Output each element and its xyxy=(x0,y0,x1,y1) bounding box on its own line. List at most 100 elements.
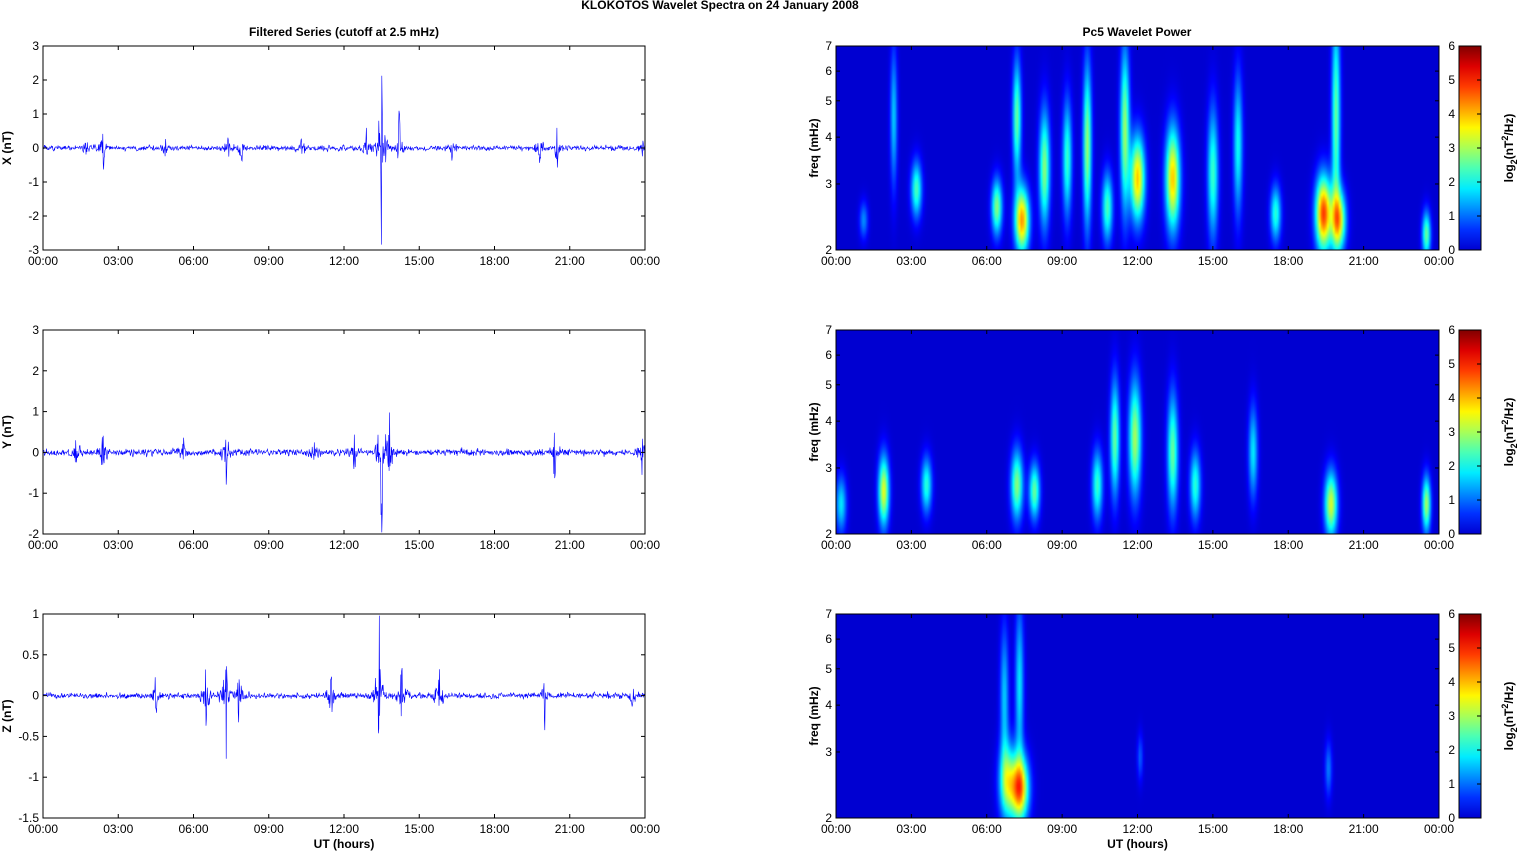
ts2-xtick-label: 06:00 xyxy=(178,538,208,552)
ytick-label: 5 xyxy=(825,378,832,392)
ts2-xtick-label: 18:00 xyxy=(479,538,509,552)
ts2-xtick-label: 15:00 xyxy=(404,538,434,552)
ts1-xtick-label: 09:00 xyxy=(254,254,284,268)
wv1-xtick-label: 12:00 xyxy=(1122,254,1152,268)
wv2-xtick-label: 12:00 xyxy=(1122,538,1152,552)
ytick-label: -2 xyxy=(28,527,39,541)
wv1-xtick-label: 18:00 xyxy=(1273,254,1303,268)
ts1-xtick-label: 18:00 xyxy=(479,254,509,268)
ts3-xtick-label: 12:00 xyxy=(329,822,359,836)
ts3-xtick-label: 03:00 xyxy=(103,822,133,836)
ytick-label: -3 xyxy=(28,243,39,257)
ytick-label: 3 xyxy=(32,39,39,53)
timeseries-panel-1: 3 2 1 0 -1 -2 -3 X (nT) 00:00 03:00 06:00 09:00 12:0… xyxy=(0,39,660,268)
wv2-xtick-label: 03:00 xyxy=(896,538,926,552)
ts3-xtick-label: 00:00 xyxy=(630,822,660,836)
wv2-xtick-label: 09:00 xyxy=(1047,538,1077,552)
colorbar-tick-label: 2 xyxy=(1448,743,1455,757)
ts2-xtick-label: 12:00 xyxy=(329,538,359,552)
ts3-xtick-label: 09:00 xyxy=(254,822,284,836)
wv2-xtick-label: 00:00 xyxy=(1424,538,1454,552)
colorbar-tick-label: 4 xyxy=(1448,675,1455,689)
ytick-label: 1 xyxy=(32,405,39,419)
xlabel-right: UT (hours) xyxy=(1107,837,1168,851)
wavelet-power-image-1 xyxy=(836,46,1439,250)
colorbar-tick-label: 0 xyxy=(1448,243,1455,257)
ytick-label: 2 xyxy=(825,527,832,541)
wv1-xtick-label: 09:00 xyxy=(1047,254,1077,268)
series-trace-1 xyxy=(42,75,646,245)
ytick-label: -1 xyxy=(28,486,39,500)
ts3-xtick-label: 18:00 xyxy=(479,822,509,836)
plot-frame xyxy=(42,329,646,535)
right-column-title: Pc5 Wavelet Power xyxy=(1083,25,1192,39)
ytick-label: 0.5 xyxy=(22,648,39,662)
ytick-label: 3 xyxy=(825,745,832,759)
ts1-xtick-label: 15:00 xyxy=(404,254,434,268)
ytick-label: 2 xyxy=(32,364,39,378)
wv1-xtick-label: 06:00 xyxy=(972,254,1002,268)
timeseries-panel-3: 1 0.5 0 -0.5 -1 -1.5 Z (nT) 00:00 03:00 06:00 09:0… xyxy=(0,607,660,851)
wv1-xtick-label: 21:00 xyxy=(1349,254,1379,268)
wv3-xtick-label: 03:00 xyxy=(896,822,926,836)
wv3-xtick-label: 21:00 xyxy=(1349,822,1379,836)
colorbar-tick-label: 3 xyxy=(1448,141,1455,155)
colorbar-tick-label: 6 xyxy=(1448,607,1455,621)
colorbar-tick-label: 5 xyxy=(1448,357,1455,371)
wavelet-panel-1: 7 6 5 4 3 2 freq (mHz) 00:00 03:00 06:00 09:00 12:0… xyxy=(807,39,1519,268)
ts1-xtick-label: 03:00 xyxy=(103,254,133,268)
wavelet-ylabel-2: freq (mHz) xyxy=(807,402,821,461)
ylabel-1: X (nT) xyxy=(0,131,14,165)
left-column-title: Filtered Series (cutoff at 2.5 mHz) xyxy=(249,25,439,39)
ytick-label: 0 xyxy=(32,689,39,703)
colorbar-tick-label: 2 xyxy=(1448,175,1455,189)
wv2-xtick-label: 00:00 xyxy=(821,538,851,552)
ts3-xtick-label: 06:00 xyxy=(178,822,208,836)
wv1-xtick-label: 15:00 xyxy=(1198,254,1228,268)
ytick-label: -0.5 xyxy=(18,729,39,743)
ytick-label: -1 xyxy=(28,770,39,784)
ytick-label: 6 xyxy=(825,632,832,646)
ytick-label: 5 xyxy=(825,94,832,108)
colorbar-label-2: log2(nT2/Hz) xyxy=(1500,398,1519,467)
wv2-xtick-label: 06:00 xyxy=(972,538,1002,552)
colorbar-tick-label: 5 xyxy=(1448,73,1455,87)
ts1-xtick-label: 00:00 xyxy=(28,254,58,268)
wv2-xtick-label: 21:00 xyxy=(1349,538,1379,552)
ylabel-3: Z (nT) xyxy=(0,699,14,732)
ytick-label: 1 xyxy=(32,107,39,121)
ytick-label: 2 xyxy=(825,243,832,257)
ytick-label: 1 xyxy=(32,607,39,621)
ytick-label: 7 xyxy=(825,607,832,621)
wv3-xtick-label: 00:00 xyxy=(1424,822,1454,836)
ts2-xtick-label: 03:00 xyxy=(103,538,133,552)
wavelet-power-image-3 xyxy=(836,614,1439,818)
colorbar-tick-label: 5 xyxy=(1448,641,1455,655)
colorbar-tick-label: 4 xyxy=(1448,107,1455,121)
ytick-label: 3 xyxy=(825,461,832,475)
colorbar-tick-label: 1 xyxy=(1448,777,1455,791)
series-trace-2 xyxy=(42,412,646,533)
wv3-xtick-label: 12:00 xyxy=(1122,822,1152,836)
wv3-xtick-label: 06:00 xyxy=(972,822,1002,836)
wavelet-ylabel-3: freq (mHz) xyxy=(807,686,821,745)
plot-frame xyxy=(42,613,646,819)
colorbar-label-3: log2(nT2/Hz) xyxy=(1500,682,1519,751)
ts2-xtick-label: 09:00 xyxy=(254,538,284,552)
ytick-label: 7 xyxy=(825,323,832,337)
wavelet-panel-3: 7 6 5 4 3 2 freq (mHz) 00:00 03:00 06:00 09:00 12:0… xyxy=(807,607,1519,851)
colorbar-tick-label: 0 xyxy=(1448,527,1455,541)
ytick-label: 2 xyxy=(32,73,39,87)
colorbar-tick-label: 3 xyxy=(1448,425,1455,439)
wv3-xtick-label: 15:00 xyxy=(1198,822,1228,836)
ts2-xtick-label: 00:00 xyxy=(630,538,660,552)
colorbar-tick-label: 0 xyxy=(1448,811,1455,825)
ytick-label: -2 xyxy=(28,209,39,223)
colorbar-tick-label: 6 xyxy=(1448,39,1455,53)
wavelet-panel-2: 7 6 5 4 3 2 freq (mHz) 00:00 03:00 06:00 09:00 12:0… xyxy=(807,323,1519,552)
colorbar-label-1: log2(nT2/Hz) xyxy=(1500,114,1519,183)
wv1-xtick-label: 03:00 xyxy=(896,254,926,268)
xlabel-left: UT (hours) xyxy=(314,837,375,851)
wv1-xtick-label: 00:00 xyxy=(1424,254,1454,268)
ts1-xtick-label: 00:00 xyxy=(630,254,660,268)
